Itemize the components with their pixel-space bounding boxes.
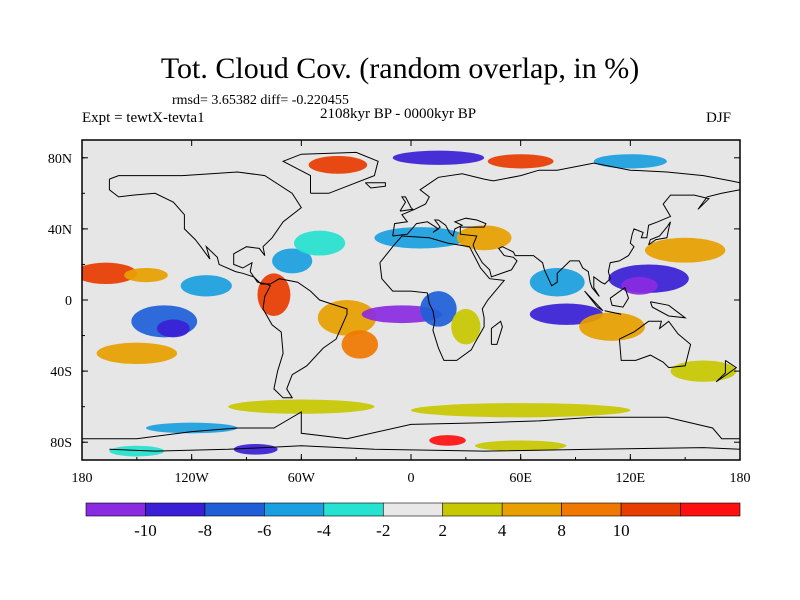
colorbar-label: -4 (317, 521, 332, 540)
map-background (82, 140, 740, 460)
anomaly-patch (156, 319, 190, 338)
x-tick-label: 60E (509, 471, 532, 486)
anomaly-patch (392, 150, 485, 165)
coastline (392, 162, 741, 237)
anomaly-patch (670, 360, 737, 382)
anomaly-patch (420, 291, 457, 327)
coastline (648, 221, 671, 246)
anomaly-patch (308, 156, 368, 174)
axis-ticks (81, 140, 741, 460)
coastline (392, 189, 741, 297)
x-tick-label: 180 (72, 471, 93, 486)
y-tick-label: 0 (65, 294, 72, 309)
x-tick-label: 60W (288, 471, 316, 486)
anomaly-patch (124, 268, 168, 283)
period-label: 2108kyr BP - 0000kyr BP (320, 106, 477, 122)
x-tick-label: 120E (616, 471, 646, 486)
colorbar-label: -10 (134, 521, 157, 540)
y-tick-label: 80N (48, 152, 72, 167)
colorbar-swatch (680, 502, 741, 517)
colorbar-label: 8 (557, 521, 566, 540)
coastline (609, 286, 630, 308)
coastline (490, 320, 503, 345)
coastline (618, 320, 692, 369)
anomaly-patch (228, 399, 375, 414)
colorbar-label: -8 (198, 521, 212, 540)
anomaly-patch (474, 440, 567, 452)
anomaly-patch (145, 422, 238, 434)
colorbar-swatch (264, 502, 325, 517)
anomaly-patch (621, 276, 658, 295)
plot-title: Tot. Cloud Cov. (random overlap, in %) (160, 52, 640, 85)
coastline (82, 411, 740, 440)
anomaly-patch (180, 275, 232, 297)
colorbar-swatch (501, 502, 562, 517)
axis-tick-labels: 180 120W 60W 0 60E 120E 180 80N 40N 0 40S 80S (48, 152, 751, 486)
colorbar-swatch (382, 502, 444, 517)
x-tick-label: 120W (175, 471, 210, 486)
coastline (604, 310, 622, 315)
colorbar-label: 10 (613, 521, 630, 540)
coastline (281, 151, 379, 194)
anomaly-patch (272, 248, 313, 274)
coastlines (82, 151, 741, 452)
anomaly-patch (579, 312, 645, 341)
colorbar-swatch (85, 502, 146, 517)
colorbar-swatch (323, 502, 384, 517)
anomaly-patch (109, 445, 165, 457)
colorbar: -10 -8 -6 -4 -2 2 4 8 10 (85, 502, 741, 540)
anomaly-patch (451, 308, 481, 345)
anomaly-patch (317, 300, 377, 336)
colorbar-swatch (145, 502, 206, 517)
colorbar-label: -6 (257, 521, 271, 540)
anomaly-patches (82, 150, 737, 457)
y-tick-label: 40S (50, 365, 72, 380)
anomaly-patch (456, 225, 512, 251)
y-tick-label: 80S (50, 436, 72, 451)
anomaly-patch (429, 435, 466, 446)
coastline (108, 171, 348, 399)
colorbar-swatch (204, 502, 265, 517)
colorbar-swatch (620, 502, 681, 517)
anomaly-patch (341, 330, 379, 359)
anomaly-patch (233, 444, 278, 455)
experiment-label: Expt = tewtX-tevta1 (82, 110, 205, 126)
coastline (364, 182, 386, 189)
anomaly-patch (644, 237, 726, 263)
coastline (399, 196, 414, 212)
x-tick-label: 180 (730, 471, 751, 486)
coastline (584, 290, 604, 312)
season-label: DJF (706, 110, 732, 126)
colorbar-label: 4 (498, 521, 507, 540)
coastline (109, 445, 741, 452)
rmsd-diff-stats: rmsd= 3.65382 diff= -0.220455 (172, 93, 349, 108)
coastline (379, 235, 506, 361)
coastline (649, 301, 687, 319)
colorbar-swatch (561, 502, 622, 517)
colorbar-swatch (442, 502, 503, 517)
coastline (715, 359, 738, 383)
colorbar-label: 2 (438, 521, 447, 540)
y-tick-label: 40N (48, 223, 72, 238)
anomaly-patch (96, 342, 178, 365)
anomaly-patch (82, 262, 137, 284)
anomaly-patch (487, 154, 554, 169)
anomaly-patch (411, 403, 631, 418)
x-tick-label: 0 (408, 471, 415, 486)
colorbar-label: -2 (376, 521, 390, 540)
anomaly-patch (593, 154, 667, 169)
anomaly-patch (374, 227, 466, 249)
anomaly-patch (294, 230, 346, 256)
